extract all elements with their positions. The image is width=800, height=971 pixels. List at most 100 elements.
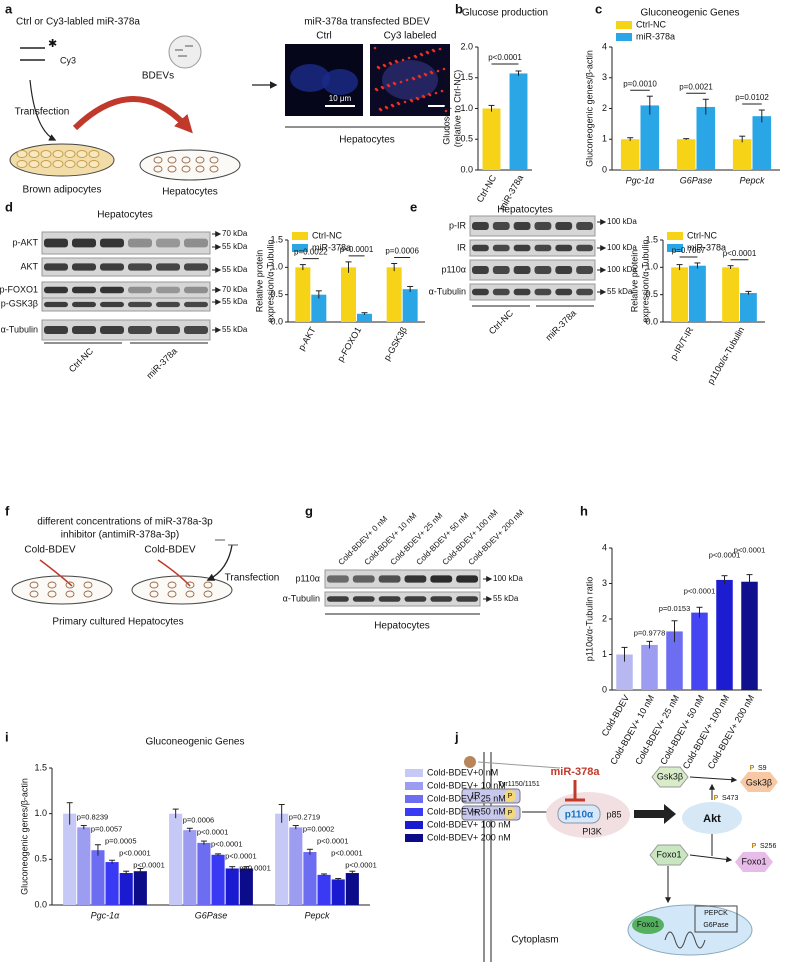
cy3-signal	[442, 67, 446, 71]
hepatocyte	[47, 581, 57, 589]
legend-swatch	[405, 834, 423, 842]
legend-swatch	[292, 232, 308, 240]
blot-band	[555, 288, 573, 296]
label: Gsk3β	[746, 777, 772, 787]
adipocyte	[52, 160, 64, 168]
hepatocyte	[29, 590, 39, 598]
adipocyte	[40, 150, 52, 158]
bar	[482, 108, 501, 170]
bar	[616, 654, 633, 690]
chart-title: Gluconeogenic Genes	[146, 737, 245, 748]
adipocyte	[64, 160, 76, 168]
bar	[666, 631, 683, 690]
cy3-signal	[417, 74, 421, 78]
p-value: p=0.7067	[672, 246, 706, 255]
adipocyte	[64, 150, 76, 158]
label: G6Pase	[703, 922, 728, 929]
blot-band	[472, 288, 489, 296]
hepatocyte	[203, 590, 213, 598]
cy3-signal	[440, 89, 444, 93]
cy3-signal	[373, 46, 377, 50]
blot-band	[492, 222, 510, 230]
y-tick-label: 2	[602, 613, 607, 623]
cy3-signal	[436, 69, 440, 73]
label: Hepatocytes	[97, 210, 153, 221]
blot-band	[472, 244, 489, 252]
blot-band	[184, 301, 208, 308]
hepatocyte	[83, 581, 93, 589]
legend-label: miR-378a	[312, 242, 351, 252]
cy3-signal	[423, 72, 427, 76]
blot-band	[184, 238, 208, 248]
y-tick-label: 1.0	[460, 103, 473, 113]
label: p110α	[441, 264, 466, 274]
blot-band	[327, 575, 349, 583]
label: α-Tubulin	[283, 593, 320, 603]
label: Cold-BDEV	[144, 545, 195, 556]
blot-band	[72, 301, 96, 308]
blot-strip	[41, 297, 211, 312]
panel-a-drawing: ✱	[9, 35, 450, 181]
panel-label: a	[5, 1, 13, 16]
y-axis-label: Gluconeogenic genes/β-actin	[584, 50, 594, 167]
y-axis-label: (relative to Ctrl-NC)	[452, 70, 462, 148]
hepatocyte	[153, 165, 163, 173]
bar	[311, 294, 327, 322]
cy3-signal	[384, 105, 388, 109]
hepatocyte	[181, 165, 191, 173]
hepatocyte	[29, 581, 39, 589]
hepatocyte	[195, 156, 205, 164]
chart-title: Gluconeogenic Genes	[641, 8, 740, 19]
x-tick-label: Pepck	[739, 175, 765, 185]
cy3-signal	[376, 65, 380, 69]
chart-title: Glucose production	[462, 8, 548, 19]
label: Ctrl-NC	[67, 346, 96, 375]
legend-label: miR-378a	[687, 242, 726, 252]
hepatocyte	[185, 581, 195, 589]
blot-band	[513, 288, 531, 296]
cy3-signal	[405, 78, 409, 82]
x-tick-label: G6Pase	[680, 175, 713, 185]
label: Akt	[703, 813, 721, 825]
legend-swatch	[667, 232, 683, 240]
label: Tyr1150/1151	[498, 781, 540, 788]
adipocyte	[16, 160, 28, 168]
blot-band	[513, 222, 531, 230]
legend-label: miR-378a	[636, 31, 675, 41]
y-tick-label: 1.5	[645, 234, 658, 244]
bar	[211, 854, 225, 905]
p-value: p<0.0001	[345, 861, 377, 870]
bar	[386, 267, 402, 322]
bar	[239, 868, 253, 905]
bar	[105, 862, 119, 905]
label: 55 kDa	[222, 325, 248, 334]
label: S473	[722, 795, 738, 802]
y-tick-label: 0	[602, 164, 607, 174]
label: P	[752, 843, 757, 850]
blot-band	[128, 301, 152, 308]
x-tick-label: Pgc-1α	[91, 910, 121, 920]
label: miR-378a	[543, 308, 578, 343]
blot-band	[72, 326, 96, 334]
bar	[197, 842, 211, 905]
blots	[41, 215, 596, 607]
label: miR-378a	[144, 346, 179, 381]
legend-label: Ctrl-NC	[312, 230, 342, 240]
label: Transfection	[225, 573, 280, 584]
blot-band	[555, 266, 573, 274]
label: S9	[758, 765, 767, 772]
legend-swatch	[405, 782, 423, 790]
blot-band	[44, 286, 68, 294]
blot-band	[184, 263, 208, 271]
p-value: p<0.0001	[488, 53, 522, 62]
y-tick-label: 1.0	[34, 808, 47, 818]
blot-band	[576, 244, 593, 252]
label: 55 kDa	[222, 242, 248, 251]
panel-j-drawing	[461, 752, 778, 962]
p-value: p<0.0001	[133, 861, 165, 870]
p-value: p<0.0001	[684, 586, 716, 595]
blot-band	[513, 266, 531, 274]
hepatocyte	[195, 165, 205, 173]
hepatocyte	[153, 156, 163, 164]
x-tick-label: p-GSK3β	[382, 325, 409, 362]
